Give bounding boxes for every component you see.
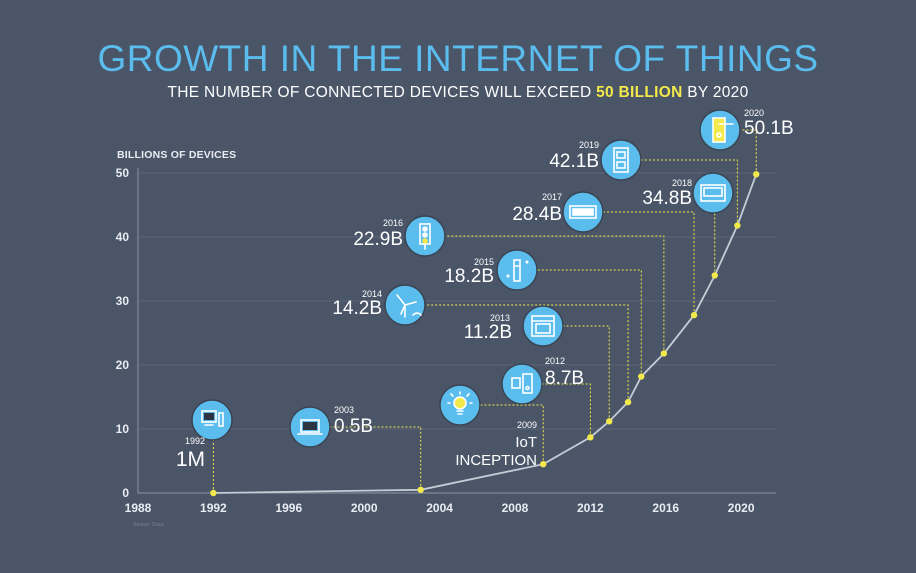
subtitle-text: THE NUMBER OF CONNECTED DEVICES WILL EXC… [167, 84, 597, 101]
data-point [711, 272, 718, 279]
connector-line [542, 383, 591, 438]
icon-circle [522, 305, 564, 347]
value-label: 8.7B [545, 368, 584, 389]
appliance-panel-icon [569, 205, 597, 219]
value-label: 28.4B [512, 204, 562, 225]
icon-circle [496, 249, 538, 291]
connector-line [603, 211, 695, 316]
data-point [753, 171, 760, 178]
x-tick-label: 1988 [125, 501, 152, 515]
x-tick-label: 2012 [577, 501, 604, 515]
icon-circle [501, 363, 543, 405]
year-label: 2012 [545, 356, 565, 366]
value-label: 50.1B [744, 118, 794, 139]
y-tick-label: 50 [116, 166, 130, 180]
smart-outlet-icon [613, 147, 629, 173]
connector-line [641, 159, 738, 226]
wind-turbine-icon [396, 294, 422, 318]
data-point [624, 398, 632, 406]
connector-line [425, 304, 629, 403]
x-tick-label: 2004 [426, 501, 453, 515]
x-tick-label: 1992 [200, 501, 227, 515]
icon-circle [692, 172, 734, 214]
year-label: 2017 [542, 192, 562, 202]
subtitle-highlight: 50 BILLION [596, 84, 683, 101]
connector-line [740, 129, 757, 175]
oven-icon [531, 315, 555, 337]
connector-line [330, 426, 422, 490]
data-point [417, 486, 424, 493]
desktop-computer-icon [201, 410, 224, 427]
year-label: 2016 [383, 218, 403, 228]
y-tick-label: 30 [116, 294, 130, 308]
icon-circle [600, 139, 642, 181]
value-label: 18.2B [444, 266, 494, 287]
value-label: 11.2B [464, 322, 512, 343]
series-line [213, 173, 758, 494]
data-point [587, 434, 594, 441]
thermostat-icon [700, 184, 726, 202]
traffic-light-icon [419, 223, 431, 250]
data-point [734, 222, 741, 229]
x-tick-label: 2008 [502, 501, 529, 515]
data-point [210, 489, 217, 497]
year-label: 2019 [579, 140, 599, 150]
year-label: 2009 [517, 420, 537, 430]
y-tick-label: 0 [122, 486, 129, 500]
data-point [690, 311, 698, 319]
value-label: 34.8B [642, 188, 692, 209]
y-axis-label: BILLIONS OF DEVICES [117, 149, 237, 161]
value-label: IoT [515, 434, 537, 451]
connector-line [537, 269, 642, 377]
year-label: 2020 [744, 108, 764, 118]
connector-line [445, 235, 665, 354]
year-label: 2014 [362, 289, 382, 299]
connector-line [480, 404, 544, 465]
year-label: 2018 [672, 178, 692, 188]
value-label: 42.1B [549, 151, 599, 172]
y-tick-label: 10 [116, 422, 130, 436]
x-tick-label: 1996 [275, 501, 302, 515]
chart-title: GROWTH IN THE INTERNET OF THINGS [97, 38, 819, 79]
value-label: 14.2B [332, 298, 382, 319]
x-tick-label: 2020 [728, 501, 755, 515]
year-label: 1992 [185, 436, 205, 446]
y-tick-label: 20 [116, 358, 130, 372]
value-label: 0.5B [334, 416, 373, 437]
year-label: 2015 [474, 257, 494, 267]
x-tick-label: 2000 [351, 501, 378, 515]
door-lock-icon [712, 117, 734, 143]
light-bulb-icon [447, 391, 473, 415]
data-point [638, 373, 645, 380]
data-point [606, 418, 613, 425]
laptop-icon [297, 419, 323, 435]
subtitle-text-end: BY 2020 [682, 84, 749, 101]
x-tick-label: 2016 [652, 501, 679, 515]
data-point [660, 350, 668, 357]
data-point [540, 461, 547, 468]
value-label: 22.9B [353, 229, 403, 250]
y-tick-label: 40 [116, 230, 130, 244]
year-label: 2013 [490, 313, 510, 323]
toothbrush-icon [506, 259, 529, 282]
value-label: INCEPTION [455, 452, 537, 469]
source-note: Source: Cisco [133, 522, 165, 528]
year-label: 2003 [334, 405, 354, 415]
value-label: 1M [176, 448, 205, 471]
smartwatch-phone-icon [511, 373, 533, 394]
chart-subtitle: THE NUMBER OF CONNECTED DEVICES WILL EXC… [0, 84, 916, 102]
